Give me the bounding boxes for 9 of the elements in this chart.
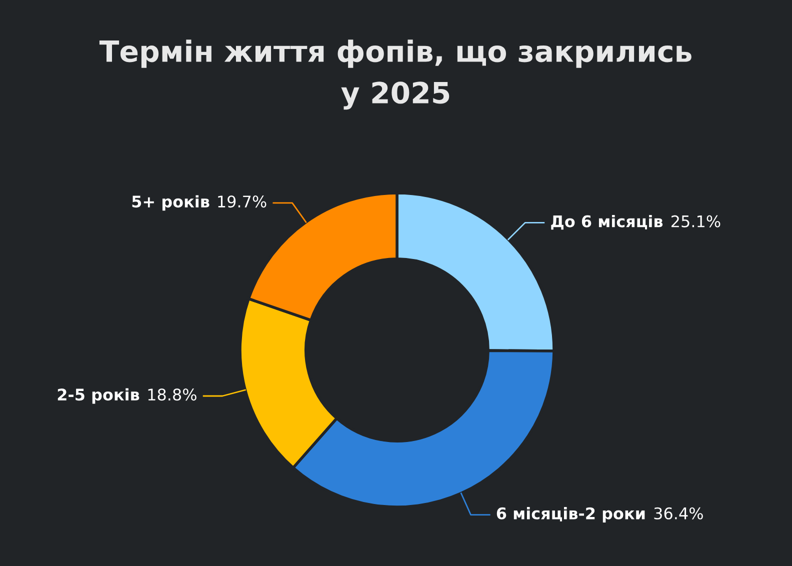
slice-label: 5+ років [132, 195, 210, 211]
data-label: 36.4% [654, 507, 703, 520]
slice-label: 2-5 років [58, 388, 140, 404]
slice-label: До 6 місяців [551, 215, 663, 230]
slice-label: 6 місяців-2 роки [496, 507, 645, 523]
chart-title: Термін життя фопів, що закрились у 2025 [99, 40, 692, 110]
data-label: 18.8% [148, 388, 196, 401]
data-label: 25.1% [672, 215, 720, 228]
data-label: 19.7% [218, 195, 266, 208]
